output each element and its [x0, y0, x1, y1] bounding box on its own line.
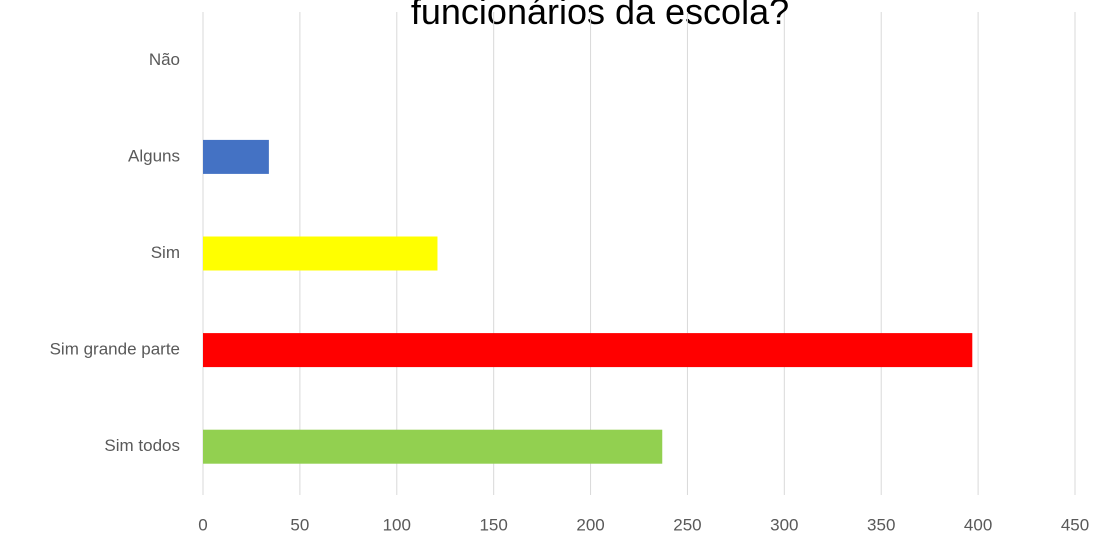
y-tick-label: Sim todos [104, 436, 180, 455]
x-tick-label: 450 [1061, 515, 1089, 534]
x-tick-label: 300 [770, 515, 798, 534]
bar [203, 333, 973, 368]
bar [203, 139, 269, 174]
y-tick-label: Alguns [128, 146, 180, 165]
y-tick-label: Sim grande parte [50, 340, 180, 359]
x-tick-label: 0 [198, 515, 207, 534]
x-tick-label: 150 [479, 515, 507, 534]
y-tick-label: Sim [151, 243, 180, 262]
x-tick-label: 350 [867, 515, 895, 534]
x-tick-label: 400 [964, 515, 992, 534]
x-tick-label: 250 [673, 515, 701, 534]
bar [203, 236, 438, 271]
x-tick-label: 100 [383, 515, 411, 534]
x-tick-label: 50 [290, 515, 309, 534]
bar [203, 429, 663, 464]
chart-title: funcionários da escola? [411, 0, 789, 32]
x-tick-label: 200 [576, 515, 604, 534]
y-tick-label: Não [149, 50, 180, 69]
